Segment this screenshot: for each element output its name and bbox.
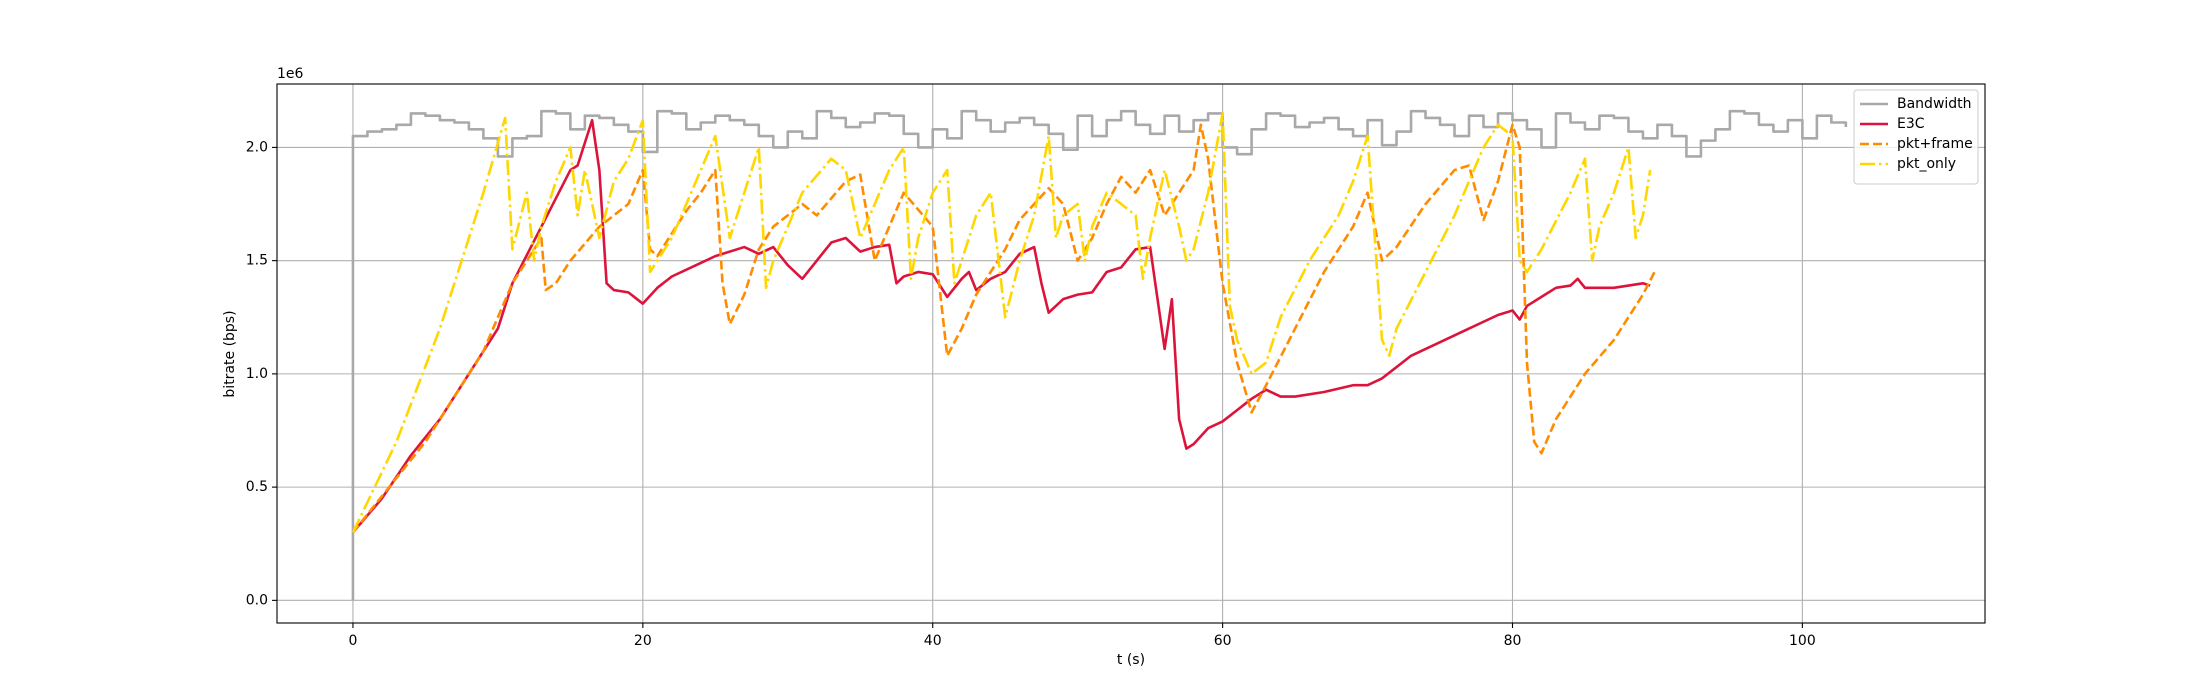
legend-box xyxy=(1853,89,1979,185)
y-offset-label: 1e6 xyxy=(277,66,304,82)
series-line xyxy=(351,118,1651,534)
x-tick-label: 20 xyxy=(634,633,652,649)
legend-label: E3C xyxy=(1897,116,1925,132)
legend-label: pkt+frame xyxy=(1897,136,1973,152)
y-tick-label: 2.0 xyxy=(246,139,268,155)
x-tick-label: 0 xyxy=(348,633,357,649)
legend-label: pkt_only xyxy=(1897,156,1956,172)
x-tick-label: 40 xyxy=(924,633,942,649)
y-tick-label: 0.5 xyxy=(246,479,268,495)
series-line xyxy=(351,112,1652,533)
plot-frame xyxy=(276,83,1986,624)
y-axis-label: bitrate (bps) xyxy=(222,310,238,397)
x-tick-label: 80 xyxy=(1504,633,1522,649)
legend-label: Bandwidth xyxy=(1897,96,1972,112)
series-line xyxy=(351,109,1848,601)
series-line xyxy=(351,123,1656,534)
y-tick-label: 0.0 xyxy=(246,592,268,608)
x-tick-label: 60 xyxy=(1214,633,1232,649)
y-tick-label: 1.5 xyxy=(246,253,268,269)
y-tick-label: 1.0 xyxy=(246,366,268,382)
x-tick-label: 100 xyxy=(1789,633,1816,649)
x-axis-label: t (s) xyxy=(1117,652,1145,668)
